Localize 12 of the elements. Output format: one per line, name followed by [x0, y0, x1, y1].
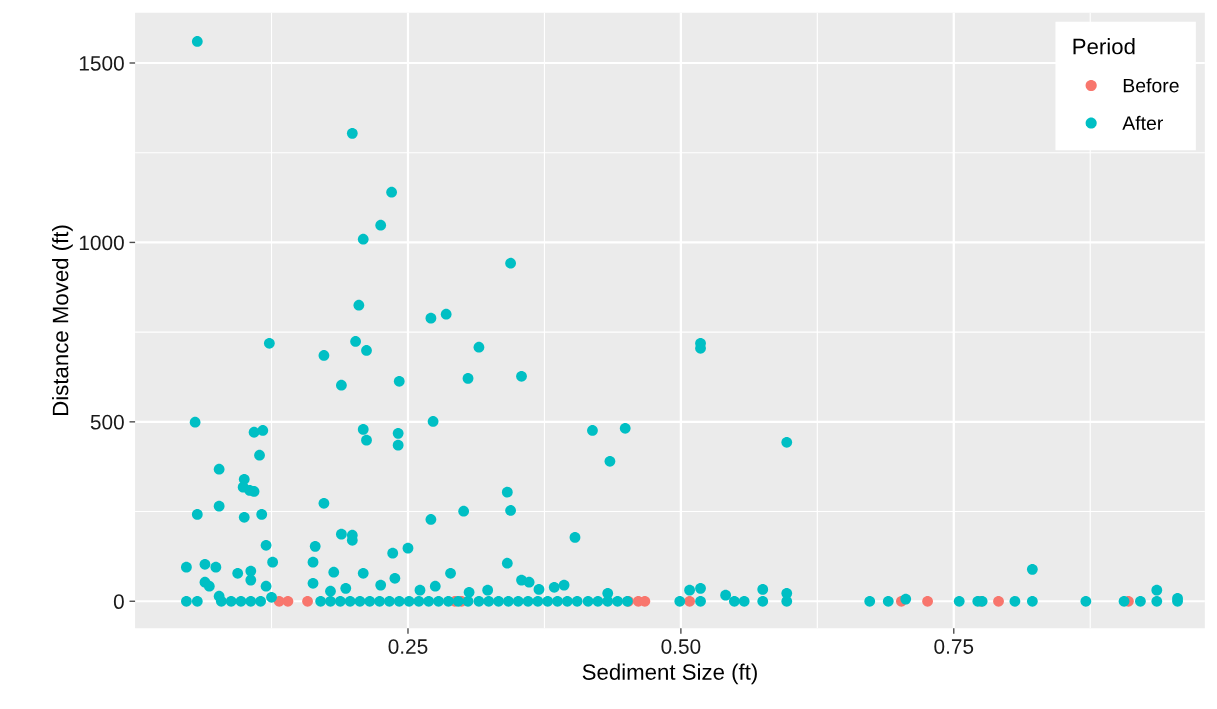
x-tick-label: 0.50 [661, 639, 701, 654]
x-tick-label: 0.75 [934, 639, 974, 654]
y-tick-label: 1500 [79, 56, 124, 71]
x-tick-label: 0.25 [388, 639, 428, 654]
legend-label: After [1122, 115, 1164, 131]
y-tick-label: 0 [113, 594, 124, 610]
legend-label: Before [1123, 78, 1179, 93]
y-tick-label: 500 [90, 414, 124, 430]
x-axis-title: Sediment Size (ft) [582, 663, 757, 685]
legend-title: Period [1073, 38, 1135, 55]
y-tick-label: 1000 [79, 235, 124, 251]
y-axis-title: Distance Moved (ft) [52, 225, 73, 415]
